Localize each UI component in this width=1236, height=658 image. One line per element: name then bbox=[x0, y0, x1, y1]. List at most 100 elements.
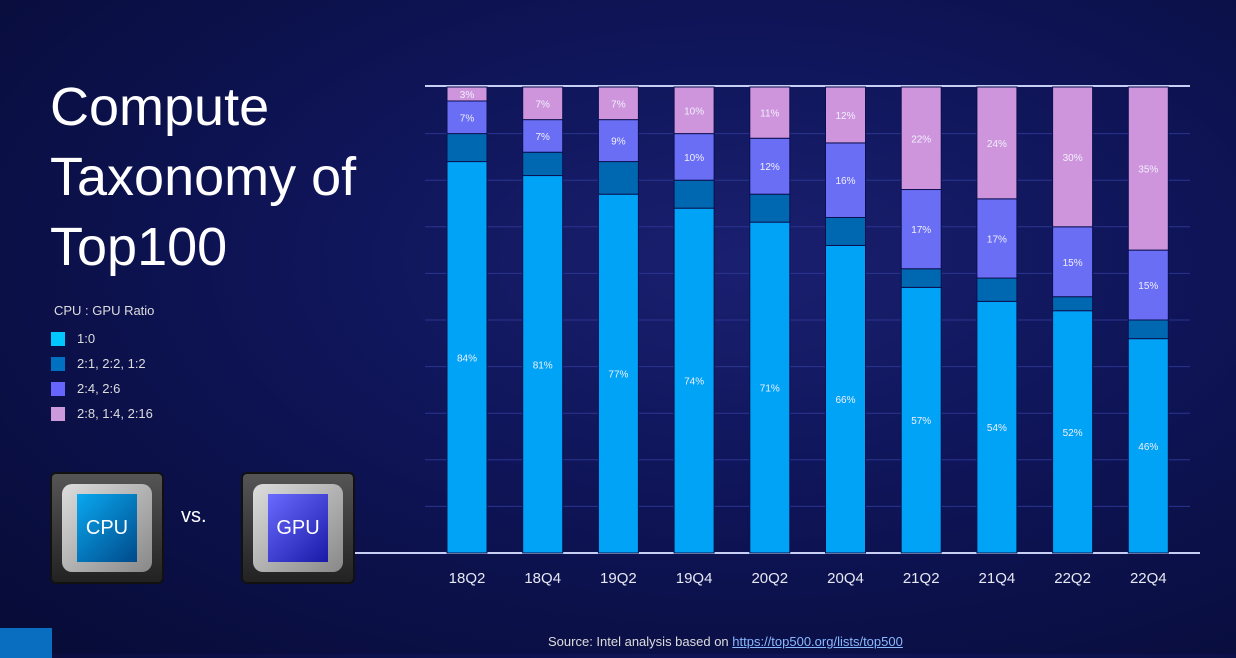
x-tick-label: 22Q2 bbox=[1054, 570, 1091, 587]
data-label: 66% bbox=[835, 395, 855, 406]
bar-segment-18Q2-s3 bbox=[446, 86, 488, 102]
bar-segment-21Q2-s3 bbox=[900, 86, 942, 191]
legend-item-1-0: 1:0 bbox=[51, 331, 95, 346]
bar-segment-18Q2-s1 bbox=[446, 133, 488, 163]
bar-segment-18Q4-s1 bbox=[522, 151, 564, 177]
data-label: 17% bbox=[911, 225, 931, 236]
data-label: 24% bbox=[987, 139, 1007, 150]
data-label: 54% bbox=[987, 423, 1007, 434]
bar-segment-22Q2-s1 bbox=[1052, 296, 1094, 312]
bar-segment-20Q4-s1 bbox=[825, 216, 866, 246]
data-label: 22% bbox=[911, 134, 931, 145]
data-label: 7% bbox=[460, 113, 475, 124]
cpu-chip-icon: CPU bbox=[52, 474, 162, 582]
legend-item-2-1: 2:1, 2:2, 1:2 bbox=[51, 356, 146, 371]
legend-swatch bbox=[51, 331, 65, 346]
data-label: 7% bbox=[535, 99, 550, 110]
bar-segment-18Q4-s2 bbox=[522, 119, 564, 153]
legend-label: 2:8, 1:4, 2:16 bbox=[77, 406, 153, 421]
source-text: Source: Intel analysis based on bbox=[548, 634, 733, 649]
intel-logo bbox=[0, 628, 52, 658]
bar-segment-19Q4-s0 bbox=[673, 207, 715, 554]
bar-segment-20Q2-s2 bbox=[749, 137, 791, 195]
bar-segment-22Q2-s3 bbox=[1052, 86, 1094, 228]
bar-segment-19Q4-s1 bbox=[673, 179, 715, 209]
bar-segment-22Q4-s1 bbox=[1127, 319, 1169, 340]
bar-segment-19Q2-s1 bbox=[597, 161, 639, 195]
data-label: 81% bbox=[533, 360, 553, 371]
legend-title: CPU : GPU Ratio bbox=[54, 303, 155, 318]
data-label: 7% bbox=[611, 99, 626, 110]
legend-label: 2:4, 2:6 bbox=[77, 381, 121, 396]
data-label: 15% bbox=[1138, 281, 1158, 292]
data-label: 17% bbox=[987, 234, 1007, 245]
x-tick-label: 18Q2 bbox=[449, 570, 486, 587]
bar-segment-20Q4-s3 bbox=[825, 86, 866, 144]
bar-segment-19Q2-s2 bbox=[597, 119, 639, 163]
bar-segment-22Q4-s3 bbox=[1127, 86, 1169, 251]
vs-text: vs. bbox=[181, 505, 207, 527]
x-tick-label: 19Q2 bbox=[600, 570, 637, 587]
bar-segment-18Q2-s2 bbox=[446, 100, 488, 135]
x-tick-label: 20Q2 bbox=[751, 570, 788, 587]
data-label: 7% bbox=[535, 132, 550, 143]
bar-segment-21Q2-s0 bbox=[900, 286, 942, 554]
data-label: 84% bbox=[457, 353, 477, 364]
legend-swatch bbox=[51, 406, 65, 421]
data-label: 15% bbox=[1063, 258, 1083, 269]
x-tick-label: 21Q4 bbox=[979, 570, 1016, 587]
data-label: 10% bbox=[684, 106, 704, 117]
x-tick-label: 22Q4 bbox=[1130, 570, 1167, 587]
data-label: 12% bbox=[760, 162, 780, 173]
data-label: 46% bbox=[1138, 442, 1158, 453]
page-title: Compute Taxonomy of Top100 bbox=[50, 77, 357, 277]
gpu-label: GPU bbox=[268, 494, 328, 562]
gpu-chip-icon: GPU bbox=[243, 474, 353, 582]
bar-segment-19Q2-s0 bbox=[597, 193, 639, 554]
data-label: 71% bbox=[760, 384, 780, 395]
data-label: 57% bbox=[911, 416, 931, 427]
data-label: 74% bbox=[684, 377, 704, 388]
data-label: 16% bbox=[835, 176, 855, 187]
bar-segment-21Q4-s1 bbox=[976, 277, 1018, 302]
x-tick-label: 21Q2 bbox=[903, 570, 940, 587]
bar-segment-22Q2-s0 bbox=[1052, 310, 1094, 554]
bar-segment-21Q2-s1 bbox=[900, 268, 942, 288]
data-label: 35% bbox=[1138, 165, 1158, 176]
data-label: 12% bbox=[835, 111, 855, 122]
legend-item-2-8: 2:8, 1:4, 2:16 bbox=[51, 406, 153, 421]
data-label: 9% bbox=[611, 137, 626, 148]
x-tick-label: 19Q4 bbox=[676, 570, 713, 587]
source-link[interactable]: https://top500.org/lists/top500 bbox=[732, 634, 903, 649]
bar-segment-20Q4-s2 bbox=[825, 142, 866, 218]
data-label: 11% bbox=[760, 109, 779, 120]
bar-segment-21Q2-s2 bbox=[900, 189, 942, 270]
bar-segment-21Q4-s3 bbox=[976, 86, 1018, 200]
x-tick-label: 18Q4 bbox=[524, 570, 561, 587]
bar-segment-19Q4-s3 bbox=[673, 86, 715, 135]
bar-segment-18Q4-s3 bbox=[522, 86, 564, 121]
bar-segment-20Q4-s0 bbox=[825, 244, 866, 554]
data-label: 3% bbox=[460, 90, 475, 101]
data-label: 10% bbox=[684, 153, 704, 164]
bar-segment-21Q4-s0 bbox=[976, 300, 1018, 554]
legend-item-2-4: 2:4, 2:6 bbox=[51, 381, 120, 396]
bar-segment-20Q2-s1 bbox=[749, 193, 791, 223]
data-label: 77% bbox=[608, 370, 628, 381]
bar-segment-22Q4-s2 bbox=[1127, 249, 1169, 321]
bar-segment-22Q2-s2 bbox=[1052, 226, 1094, 298]
bar-segment-19Q2-s3 bbox=[597, 86, 639, 121]
bar-segment-21Q4-s2 bbox=[976, 198, 1018, 279]
cpu-label: CPU bbox=[77, 494, 137, 562]
source-note: Source: Intel analysis based on https://… bbox=[548, 634, 903, 649]
bar-segment-22Q4-s0 bbox=[1127, 338, 1169, 554]
bar-segment-20Q2-s3 bbox=[749, 86, 791, 139]
data-label: 52% bbox=[1063, 428, 1083, 439]
x-tick-label: 20Q4 bbox=[827, 570, 864, 587]
legend-swatch bbox=[51, 356, 65, 371]
data-label: 30% bbox=[1063, 153, 1083, 164]
legend-label: 2:1, 2:2, 1:2 bbox=[77, 356, 146, 371]
bar-segment-20Q2-s0 bbox=[749, 221, 791, 554]
legend-swatch bbox=[51, 381, 65, 396]
